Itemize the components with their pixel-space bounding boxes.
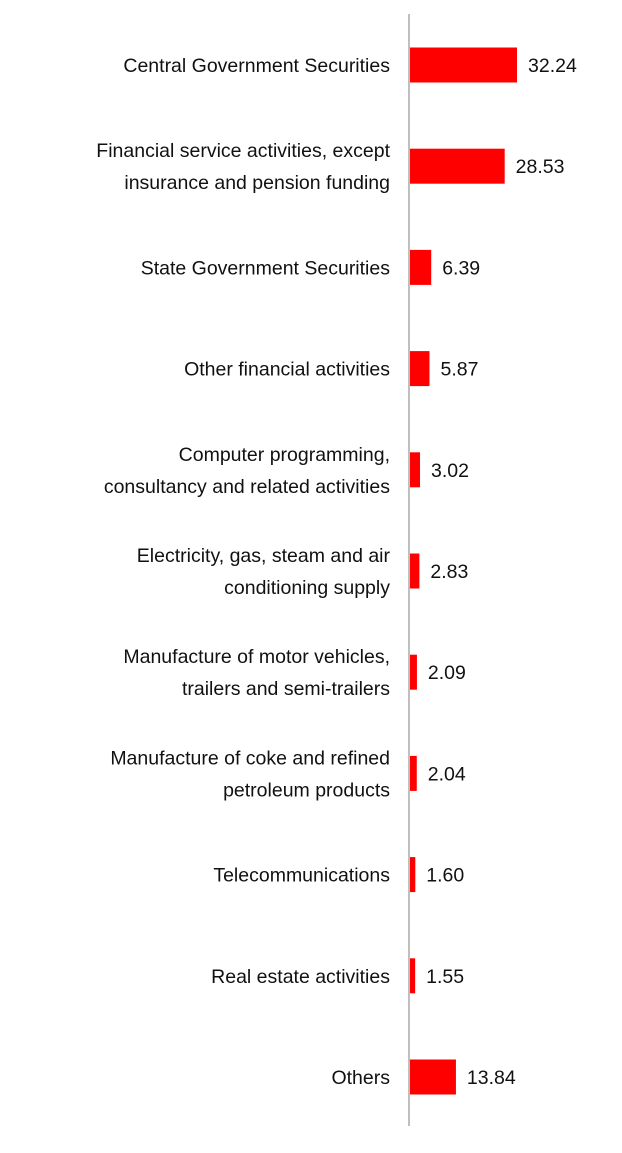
category-label: State Government Securities — [141, 257, 391, 279]
category-label: Electricity, gas, steam and air condition… — [137, 545, 391, 599]
category-label: Real estate activities — [211, 966, 390, 988]
bar — [410, 755, 417, 791]
data-label: 6.39 — [442, 257, 480, 279]
category-label: Other financial activities — [184, 359, 390, 381]
data-label: 2.83 — [430, 561, 468, 583]
data-label: 1.55 — [426, 966, 464, 988]
category-label: Financial service activities, except insu… — [96, 140, 390, 194]
data-label: 28.53 — [516, 156, 565, 178]
category-label: Manufacture of motor vehicles, trailers a… — [123, 646, 390, 700]
category-label: Telecommunications — [213, 865, 390, 887]
bar — [410, 47, 517, 83]
category-label: Computer programming, consultancy and rel… — [104, 444, 390, 498]
bar — [410, 148, 505, 184]
bar — [410, 553, 420, 589]
bar — [410, 1059, 456, 1095]
category-label: Central Government Securities — [123, 55, 390, 77]
data-label: 5.87 — [440, 359, 478, 381]
bar — [410, 351, 430, 387]
category-label: Others — [331, 1067, 390, 1089]
value-labels-group: 32.24 28.53 6.39 5.87 3.02 2.83 2.09 2.04 1.60 1.… — [426, 55, 577, 1089]
data-label: 1.60 — [426, 865, 464, 887]
bar — [410, 958, 416, 994]
bar — [410, 857, 416, 893]
bars-group — [410, 47, 517, 1095]
data-label: 3.02 — [431, 460, 469, 482]
bar — [410, 654, 417, 690]
category-label: Manufacture of coke and refined petroleum… — [110, 747, 390, 801]
bar — [410, 452, 421, 488]
bar — [410, 249, 432, 285]
data-label: 32.24 — [528, 55, 577, 77]
category-labels-group: Central Government Securities Financial s… — [96, 55, 390, 1089]
data-label: 2.04 — [428, 763, 466, 785]
data-label: 13.84 — [467, 1067, 516, 1089]
data-label: 2.09 — [428, 662, 466, 684]
